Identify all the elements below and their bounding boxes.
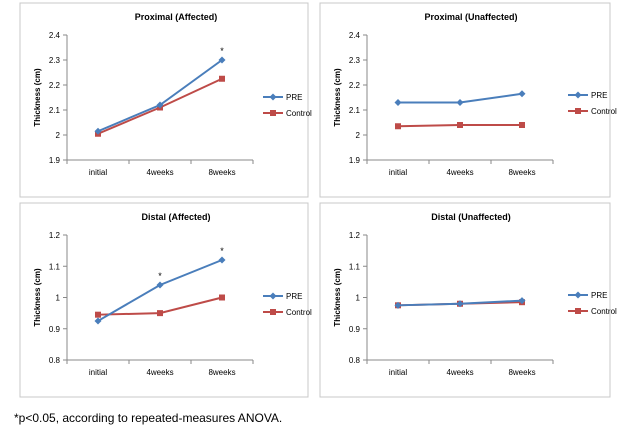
x-tick-label: initial [389, 168, 407, 177]
y-tick-label: 2.2 [349, 81, 361, 90]
chart-panel: Distal (Affected) Thickness (cm) 0.8 0.9 1 1.… [19, 202, 312, 398]
x-tick-label: 8weeks [208, 168, 235, 177]
data-point-pre [456, 300, 464, 308]
legend-item-control: Control [568, 307, 617, 316]
y-tick-label: 0.8 [349, 356, 361, 365]
data-point-pre [218, 256, 226, 264]
legend-marker-control [270, 309, 276, 315]
chart-title: Proximal (Affected) [135, 12, 218, 22]
data-point-control [457, 122, 463, 128]
y-axis-label: Thickness (cm) [333, 268, 342, 327]
figure: Proximal (Affected) Thickness (cm) 1.9 2 2.1… [19, 2, 617, 398]
chart-panel: Proximal (Affected) Thickness (cm) 1.9 2 2.1… [19, 2, 312, 198]
significance-marker: * [158, 271, 162, 281]
y-tick-label: 2.2 [49, 81, 61, 90]
chart-frame [319, 2, 611, 198]
y-axis-label: Thickness (cm) [33, 68, 42, 127]
legend-label: Control [286, 308, 312, 317]
legend-item-control: Control [263, 109, 312, 118]
y-tick-label: 0.8 [49, 356, 61, 365]
legend-marker-pre [269, 292, 277, 300]
legend-item-pre: PRE [263, 93, 302, 102]
y-axis-label: Thickness (cm) [33, 268, 42, 327]
legend-label: PRE [286, 93, 302, 102]
y-tick-label: 1.1 [349, 262, 361, 271]
x-tick-label: initial [89, 368, 107, 377]
y-tick-label: 2 [356, 131, 361, 140]
y-tick-label: 2 [56, 131, 61, 140]
chart-panel: Distal (Unaffected) Thickness (cm) 0.8 0.9 1… [319, 202, 617, 398]
x-tick-label: 8weeks [208, 368, 235, 377]
data-point-control [219, 75, 225, 82]
data-point-pre [94, 317, 102, 325]
legend-marker-control [575, 308, 581, 314]
y-tick-label: 2.3 [349, 56, 361, 65]
significance-marker: * [220, 46, 224, 56]
y-tick-label: 2.1 [349, 106, 361, 115]
data-point-pre [156, 101, 164, 109]
y-tick-label: 1.2 [349, 231, 361, 240]
legend-marker-pre [574, 291, 582, 299]
y-tick-label: 2.3 [49, 56, 61, 65]
data-point-pre [394, 301, 402, 309]
data-point-pre [218, 56, 226, 64]
y-tick-label: 1.9 [49, 156, 61, 165]
data-point-pre [456, 99, 464, 106]
legend-marker-control [575, 108, 581, 114]
chart-title: Distal (Affected) [141, 212, 210, 222]
y-tick-label: 0.9 [49, 325, 61, 334]
x-tick-label: 4weeks [146, 168, 173, 177]
chart-panel: Proximal (Unaffected) Thickness (cm) 1.9 2 2… [319, 2, 617, 198]
significance-marker: * [220, 246, 224, 256]
legend-label: Control [286, 109, 312, 118]
legend-item-pre: PRE [568, 291, 607, 300]
x-tick-label: initial [89, 168, 107, 177]
legend-item-pre: PRE [568, 91, 607, 100]
legend-marker-control [270, 110, 276, 116]
y-tick-label: 2.1 [49, 106, 61, 115]
x-tick-label: 4weeks [446, 368, 473, 377]
legend-item-control: Control [568, 107, 617, 116]
data-point-pre [156, 281, 164, 289]
chart-frame [319, 202, 611, 398]
data-point-pre [94, 127, 102, 135]
data-point-control [519, 122, 525, 128]
x-tick-label: 4weeks [146, 368, 173, 377]
footnote: *p<0.05, according to repeated-measures … [14, 411, 283, 425]
data-point-pre [394, 99, 402, 106]
data-point-control [219, 294, 225, 301]
legend-label: PRE [591, 91, 607, 100]
legend-label: Control [591, 307, 617, 316]
data-point-pre [518, 90, 526, 98]
data-point-control [95, 311, 101, 318]
y-tick-label: 1 [356, 294, 361, 303]
legend-marker-pre [574, 91, 582, 99]
y-tick-label: 1.9 [349, 156, 361, 165]
x-tick-label: initial [389, 368, 407, 377]
legend-item-control: Control [263, 308, 312, 317]
y-tick-label: 2.4 [49, 31, 61, 40]
legend-marker-pre [269, 93, 277, 101]
data-point-pre [518, 297, 526, 305]
x-tick-label: 8weeks [508, 368, 535, 377]
chart-title: Distal (Unaffected) [431, 212, 511, 222]
x-tick-label: 8weeks [508, 168, 535, 177]
legend-label: PRE [591, 291, 607, 300]
y-tick-label: 1.2 [49, 231, 61, 240]
y-tick-label: 1.1 [49, 262, 61, 271]
data-point-control [157, 310, 163, 317]
chart-frame [19, 2, 309, 198]
legend-item-pre: PRE [263, 292, 302, 301]
y-tick-label: 0.9 [349, 325, 361, 334]
data-point-control [395, 123, 401, 130]
y-tick-label: 1 [56, 294, 61, 303]
legend-label: Control [591, 107, 617, 116]
x-tick-label: 4weeks [446, 168, 473, 177]
legend-label: PRE [286, 292, 302, 301]
chart-title: Proximal (Unaffected) [424, 12, 517, 22]
y-axis-label: Thickness (cm) [333, 68, 342, 127]
y-tick-label: 2.4 [349, 31, 361, 40]
chart-frame [19, 202, 309, 398]
